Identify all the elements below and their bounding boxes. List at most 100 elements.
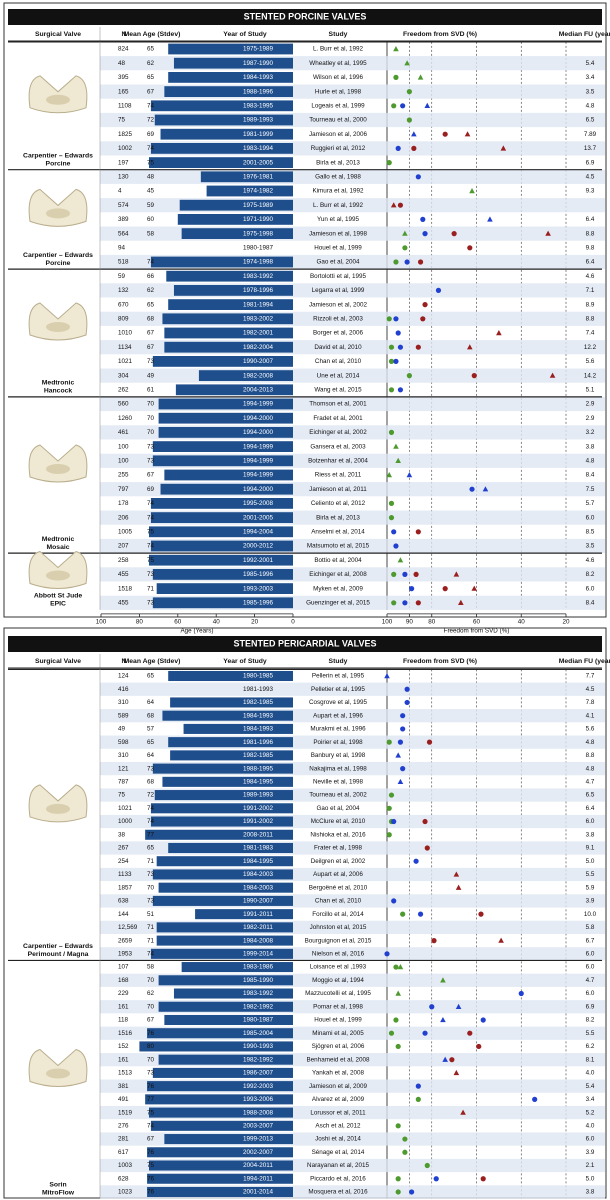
svd-dot bbox=[391, 571, 397, 578]
study-cell: Pelletier et al, 1995 bbox=[311, 686, 365, 693]
age-bar bbox=[158, 398, 293, 410]
n-cell: 1133 bbox=[118, 871, 132, 878]
age-bar bbox=[175, 384, 293, 396]
age-cell: 74 bbox=[147, 102, 155, 109]
svd-dot bbox=[402, 571, 408, 578]
year-cell: 1981-1994 bbox=[243, 301, 274, 308]
fu-cell: 4.6 bbox=[586, 273, 595, 280]
svd-triangle bbox=[395, 990, 401, 996]
study-cell: Gansera et al, 2003 bbox=[310, 443, 366, 450]
fu-cell: 3.9 bbox=[586, 1149, 595, 1156]
column-header: Freedom from SVD (%) bbox=[403, 31, 477, 38]
fu-cell: 8.8 bbox=[586, 315, 595, 322]
age-tick-label: 0 bbox=[291, 619, 295, 626]
svd-dot bbox=[478, 911, 484, 917]
study-cell: Guenzinger et al, 2015 bbox=[306, 599, 370, 606]
svd-dot bbox=[429, 1004, 435, 1010]
age-bar bbox=[150, 498, 293, 509]
valve-image bbox=[28, 302, 88, 341]
n-cell: 1134 bbox=[118, 344, 132, 351]
year-cell: 2004-2011 bbox=[243, 1162, 273, 1169]
study-cell: Borger et al, 2006 bbox=[313, 330, 364, 337]
study-cell: Bortolotti et al, 1995 bbox=[310, 273, 367, 280]
valve-label: Carpentier – Edwards bbox=[23, 152, 93, 159]
valve-label: Carpentier – Edwards bbox=[23, 943, 93, 950]
fu-cell: 8.2 bbox=[586, 1017, 595, 1024]
svd-dot bbox=[424, 1162, 430, 1169]
year-cell: 1988-1996 bbox=[243, 88, 274, 95]
n-cell: 197 bbox=[118, 159, 129, 166]
n-cell: 207 bbox=[118, 543, 129, 550]
n-cell: 638 bbox=[118, 898, 129, 905]
year-cell: 2001-2014 bbox=[243, 1189, 274, 1196]
age-bar bbox=[152, 1067, 293, 1078]
svd-dot bbox=[406, 89, 412, 95]
fu-cell: 6.0 bbox=[586, 818, 595, 825]
fu-cell: 4.7 bbox=[586, 779, 595, 786]
year-cell: 1990-2007 bbox=[243, 358, 274, 365]
fu-cell: 6.0 bbox=[586, 990, 595, 997]
age-bar bbox=[150, 143, 293, 154]
n-cell: 628 bbox=[118, 1175, 129, 1182]
n-cell: 107 bbox=[118, 964, 129, 971]
year-cell: 1992-2001 bbox=[243, 557, 274, 564]
year-cell: 1984-2003 bbox=[243, 884, 274, 891]
year-cell: 1983-1994 bbox=[243, 145, 274, 152]
n-cell: 455 bbox=[118, 571, 129, 578]
fu-cell: 4.5 bbox=[586, 173, 595, 180]
study-cell: David et al, 2010 bbox=[314, 344, 362, 351]
fu-cell: 8.4 bbox=[586, 472, 595, 479]
fu-cell: 6.4 bbox=[586, 216, 595, 223]
fu-cell: 5.6 bbox=[586, 726, 595, 733]
age-tick-label: 80 bbox=[136, 619, 144, 626]
n-cell: 94 bbox=[118, 244, 126, 251]
n-cell: 787 bbox=[118, 779, 129, 786]
svd-dot bbox=[397, 344, 404, 350]
year-cell: 2004-2013 bbox=[243, 386, 274, 393]
age-bar bbox=[156, 583, 293, 594]
age-cell: 51 bbox=[147, 911, 155, 918]
n-cell: 165 bbox=[118, 88, 129, 95]
year-cell: 1999-2013 bbox=[243, 1136, 274, 1143]
age-cell: 70 bbox=[147, 1003, 155, 1010]
year-cell: 1994-1999 bbox=[243, 401, 274, 408]
fu-cell: 14.2 bbox=[584, 372, 597, 379]
svd-triangle bbox=[471, 585, 478, 591]
svd-dot bbox=[386, 832, 392, 838]
n-cell: 1953 bbox=[118, 951, 133, 958]
year-cell: 1974-1998 bbox=[243, 259, 274, 266]
age-bar bbox=[200, 171, 293, 183]
n-cell: 560 bbox=[118, 401, 129, 408]
study-cell: Bourguignon et al, 2015 bbox=[305, 937, 372, 944]
year-cell: 1976-1981 bbox=[243, 173, 274, 180]
age-cell: 68 bbox=[147, 779, 155, 786]
panel-title: STENTED PORCINE VALVES bbox=[244, 11, 367, 21]
age-tick-label: 20 bbox=[251, 619, 259, 626]
panel-title: STENTED PERICARDIAL VALVES bbox=[233, 638, 376, 648]
age-cell: 72 bbox=[147, 792, 155, 799]
fu-cell: 6.5 bbox=[586, 792, 595, 799]
year-cell: 1985-1996 bbox=[243, 571, 274, 578]
valve-label: Perimount / Magna bbox=[28, 951, 89, 958]
age-bar bbox=[168, 43, 293, 55]
year-cell: 1992-2003 bbox=[243, 1083, 274, 1090]
age-cell: 62 bbox=[147, 990, 155, 997]
n-cell: 38 bbox=[118, 831, 126, 838]
study-cell: Fradet et al, 2001 bbox=[313, 415, 363, 422]
age-bar bbox=[152, 569, 293, 580]
age-cell: 73 bbox=[147, 765, 155, 772]
valve-opening bbox=[46, 322, 70, 332]
n-cell: 152 bbox=[118, 1043, 129, 1050]
year-cell: 1983-1992 bbox=[243, 990, 274, 997]
n-cell: 1005 bbox=[118, 528, 133, 535]
age-cell: 70 bbox=[147, 429, 155, 436]
n-cell: 118 bbox=[118, 1017, 129, 1024]
fu-cell: 6.7 bbox=[586, 937, 595, 944]
valve-opening bbox=[46, 1068, 70, 1079]
svd-triangle bbox=[406, 472, 413, 478]
svd-dot bbox=[388, 387, 395, 393]
n-cell: 178 bbox=[118, 500, 129, 507]
age-cell: 58 bbox=[147, 964, 155, 971]
svd-dot bbox=[422, 1030, 428, 1036]
valve-label: MitroFlow bbox=[42, 1189, 75, 1196]
